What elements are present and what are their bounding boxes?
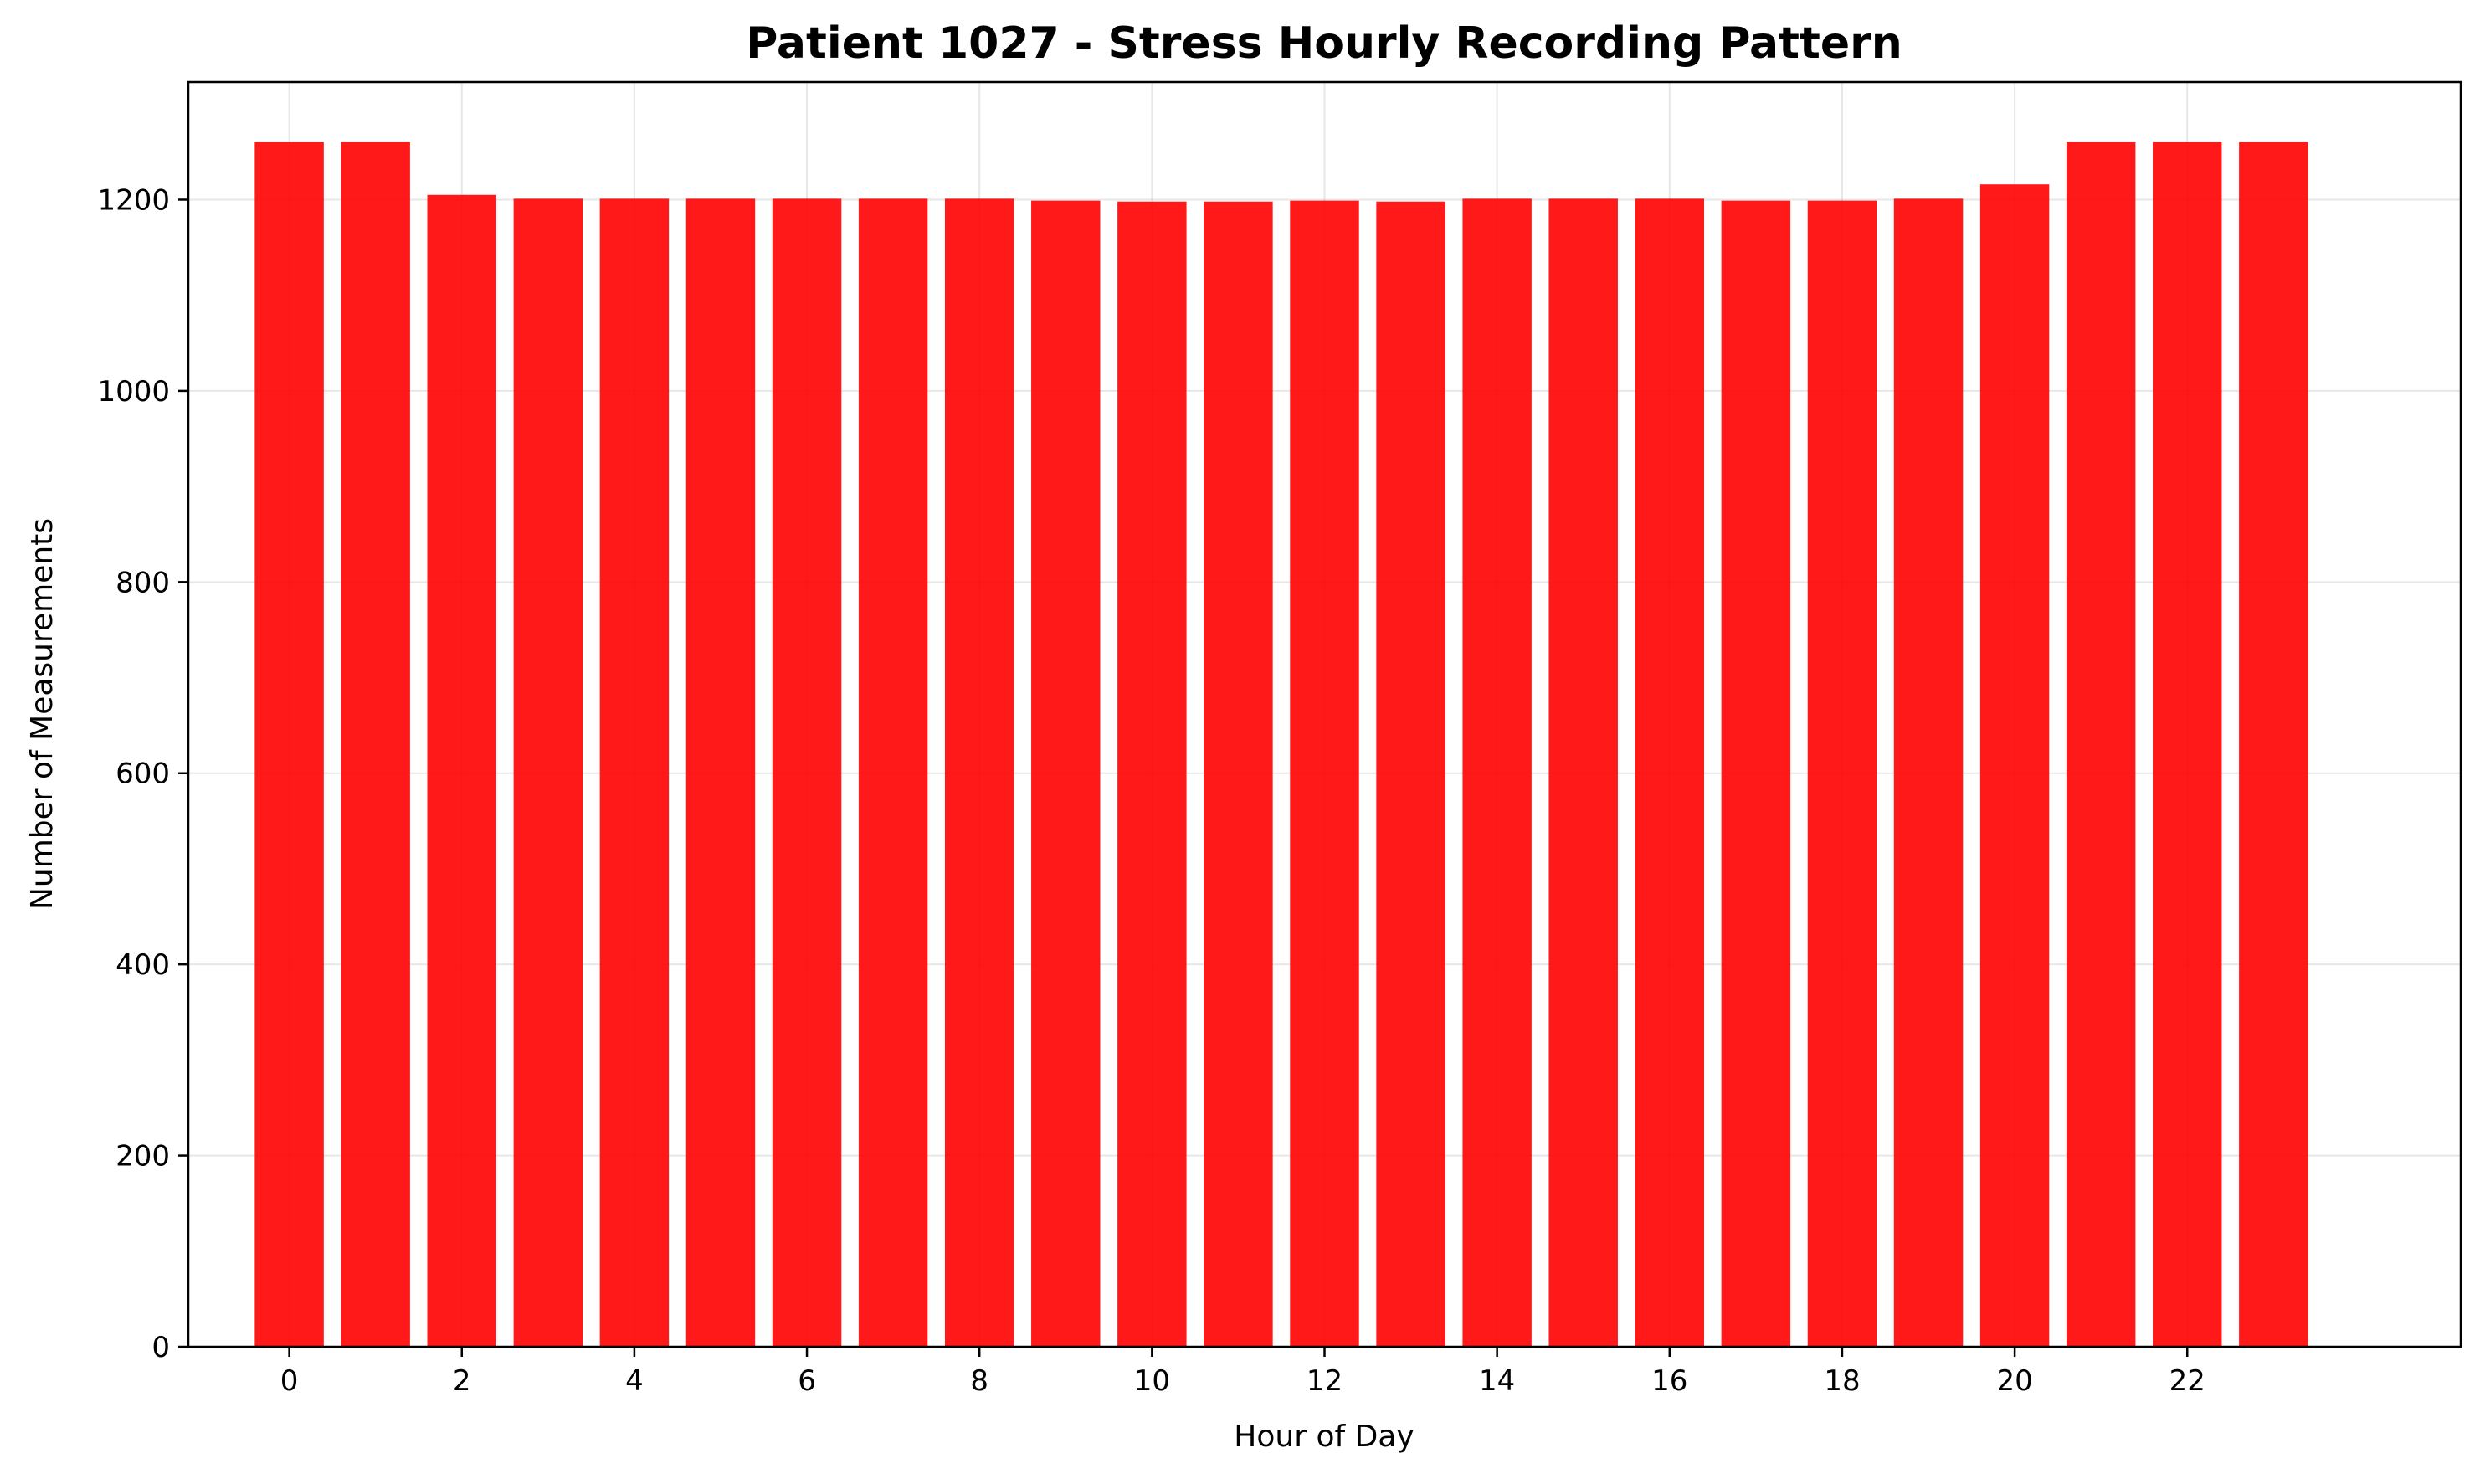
bar-hour-17 [1721, 200, 1791, 1347]
bar-hour-16 [1635, 198, 1705, 1348]
bar-hour-11 [1204, 201, 1273, 1347]
bar-hour-19 [1893, 198, 1964, 1348]
bar-hour-0 [254, 141, 324, 1347]
bar-hour-8 [944, 198, 1014, 1348]
x-tick-label: 10 [1134, 1364, 1170, 1398]
x-tick-label: 4 [625, 1364, 644, 1398]
bar-hour-14 [1462, 198, 1532, 1348]
x-tick-label: 18 [1824, 1364, 1860, 1398]
bar-hour-23 [2239, 141, 2308, 1347]
y-tick-label: 400 [116, 948, 170, 982]
bar-hour-22 [2153, 141, 2222, 1347]
y-tick-label: 800 [116, 566, 170, 599]
y-axis-ticks: 0 200 400 600 800 1000 1200 [97, 183, 188, 1364]
y-tick-label: 600 [116, 757, 170, 791]
bar-hour-21 [2066, 141, 2136, 1347]
x-tick-label: 2 [453, 1364, 471, 1398]
y-axis-label: Number of Measurements [25, 518, 59, 910]
x-tick-label: 14 [1479, 1364, 1515, 1398]
bar-hour-4 [599, 198, 670, 1348]
y-tick-label: 1000 [97, 375, 170, 408]
bar-hour-20 [1979, 184, 2050, 1347]
y-tick-label: 0 [151, 1331, 170, 1364]
bar-hour-12 [1290, 200, 1359, 1347]
y-tick-label: 1200 [97, 183, 170, 217]
bar-hour-1 [341, 141, 410, 1347]
bar-hour-6 [772, 198, 842, 1348]
x-tick-label: 6 [798, 1364, 816, 1398]
bar-hour-13 [1376, 201, 1445, 1347]
bar-hour-5 [685, 198, 756, 1348]
bar-hour-15 [1548, 198, 1618, 1348]
chart-title: Patient 1027 - Stress Hourly Recording P… [746, 18, 1902, 69]
bar-hour-7 [858, 198, 928, 1348]
bar-hour-3 [513, 198, 583, 1348]
bars-layer [254, 141, 2308, 1348]
bar-hour-2 [427, 194, 496, 1347]
x-tick-label: 16 [1651, 1364, 1687, 1398]
y-tick-label: 200 [116, 1140, 170, 1173]
x-axis-label: Hour of Day [1234, 1420, 1414, 1454]
x-axis-ticks: 0 2 4 6 8 10 12 14 16 18 20 22 [280, 1347, 2205, 1398]
bar-hour-18 [1807, 200, 1877, 1347]
x-tick-label: 12 [1307, 1364, 1343, 1398]
x-tick-label: 8 [970, 1364, 988, 1398]
x-tick-label: 22 [2169, 1364, 2205, 1398]
x-tick-label: 20 [1996, 1364, 2032, 1398]
x-tick-label: 0 [280, 1364, 299, 1398]
bar-hour-9 [1031, 200, 1101, 1347]
bar-hour-10 [1117, 201, 1187, 1347]
